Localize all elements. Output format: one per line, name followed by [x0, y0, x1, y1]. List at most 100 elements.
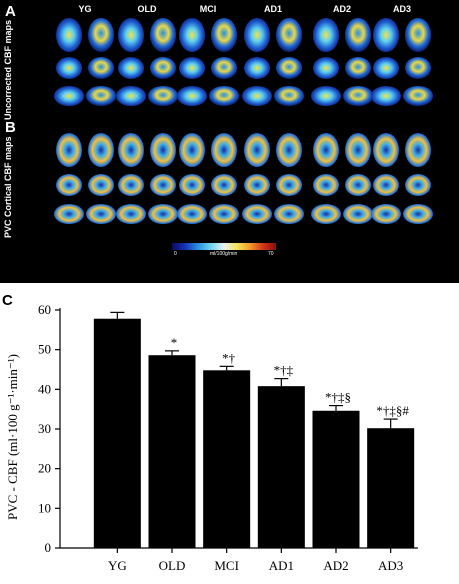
pvc-slice-mci-1-1 — [211, 174, 237, 196]
uncorrected-slice-mci-0-0 — [179, 18, 205, 52]
uncorrected-slice-ad1-2-1 — [274, 86, 304, 106]
pvc-slice-mci-0-0 — [179, 133, 205, 167]
uncorrected-slice-mci-1-1 — [211, 57, 237, 79]
colorbar-min: 0 — [174, 251, 177, 257]
uncorrected-slice-yg-2-1 — [86, 86, 116, 106]
uncorrected-slice-ad3-0-1 — [405, 18, 431, 52]
pvc-slice-ad3-1-1 — [405, 174, 431, 196]
uncorrected-slice-ad1-1-0 — [244, 57, 270, 79]
y-tick-label: 0 — [45, 540, 52, 555]
pvc-slice-yg-1-0 — [56, 174, 82, 196]
uncorrected-slice-ad2-2-0 — [311, 86, 341, 106]
uncorrected-slice-mci-0-1 — [211, 18, 237, 52]
uncorrected-slice-ad2-2-1 — [343, 86, 373, 106]
pvc-slice-yg-0-1 — [88, 133, 114, 167]
bar-old — [148, 355, 196, 548]
uncorrected-slice-yg-2-0 — [54, 86, 84, 106]
uncorrected-slice-old-2-1 — [148, 86, 178, 106]
bar-yg — [93, 318, 141, 548]
uncorrected-slice-ad2-0-1 — [345, 18, 371, 52]
y-tick-label: 40 — [38, 381, 51, 396]
pvc-slice-old-2-1 — [148, 204, 178, 224]
pvc-slice-yg-2-1 — [86, 204, 116, 224]
uncorrected-slice-ad3-2-0 — [371, 86, 401, 106]
pvc-slice-ad1-0-0 — [244, 133, 270, 167]
uncorrected-slice-yg-1-1 — [88, 57, 114, 79]
pvc-slice-ad2-0-1 — [345, 133, 371, 167]
uncorrected-slice-ad1-0-1 — [276, 18, 302, 52]
pvc-slice-ad3-2-1 — [403, 204, 433, 224]
category-label-ad1: AD1 — [269, 558, 294, 573]
pvc-slice-mci-1-0 — [179, 174, 205, 196]
bar-ad2 — [312, 410, 360, 548]
category-label-mci: MCI — [214, 558, 239, 573]
uncorrected-slice-ad3-1-0 — [373, 57, 399, 79]
uncorrected-slice-ad2-0-0 — [313, 18, 339, 52]
group-label-ad1: AD1 — [263, 4, 282, 14]
uncorrected-slice-ad1-2-0 — [242, 86, 272, 106]
pvc-slice-ad1-1-0 — [244, 174, 270, 196]
pvc-slice-ad2-1-1 — [345, 174, 371, 196]
group-label-mci: MCI — [199, 4, 217, 14]
uncorrected-slice-yg-0-1 — [88, 18, 114, 52]
group-label-ad3: AD3 — [392, 4, 411, 14]
pvc-slice-ad3-0-1 — [405, 133, 431, 167]
colorbar-unit: ml/100g/min — [210, 251, 238, 257]
group-label-ad2: AD2 — [332, 4, 351, 14]
bar-mci — [203, 370, 251, 548]
uncorrected-slice-ad3-0-0 — [373, 18, 399, 52]
group-label-yg: YG — [78, 4, 92, 14]
pvc-slice-ad3-0-0 — [373, 133, 399, 167]
colorbar-max: 70 — [268, 251, 274, 257]
pvc-slice-mci-2-0 — [177, 204, 207, 224]
pvc-slice-mci-0-1 — [211, 133, 237, 167]
pvc-slice-ad2-2-0 — [311, 204, 341, 224]
pvc-slice-ad3-1-0 — [373, 174, 399, 196]
pvc-slice-yg-0-0 — [56, 133, 82, 167]
pvc-slice-yg-1-1 — [88, 174, 114, 196]
pvc-slice-mci-2-1 — [209, 204, 239, 224]
pvc-slice-yg-2-0 — [54, 204, 84, 224]
uncorrected-slice-ad3-1-1 — [405, 57, 431, 79]
y-axis-label: PVC - CBF (ml·100 g⁻¹·min⁻¹) — [5, 354, 20, 520]
pvc-slice-ad2-1-0 — [313, 174, 339, 196]
uncorrected-slice-ad1-1-1 — [276, 57, 302, 79]
significance-label-ad2: *†‡§ — [325, 390, 351, 405]
uncorrected-slice-ad2-1-1 — [345, 57, 371, 79]
colorbar: 0 ml/100g/min 70 — [172, 243, 276, 261]
panel-b-letter: B — [5, 119, 16, 136]
uncorrected-slice-ad3-2-1 — [403, 86, 433, 106]
uncorrected-slice-mci-1-0 — [179, 57, 205, 79]
pvc-slice-ad2-2-1 — [343, 204, 373, 224]
significance-label-old: * — [171, 335, 178, 350]
pvc-slice-ad3-2-0 — [371, 204, 401, 224]
y-tick-label: 60 — [38, 302, 51, 317]
pvc-slice-ad1-1-1 — [276, 174, 302, 196]
significance-label-mci: *† — [222, 350, 236, 365]
uncorrected-slice-old-0-1 — [150, 18, 176, 52]
group-label-old: OLD — [137, 4, 157, 14]
bar-ad3 — [367, 428, 415, 548]
bar-ad1 — [257, 386, 305, 548]
brain-maps-panel: A B Uncorrected CBF maps PVC Cortical CB… — [0, 0, 459, 283]
pvc-slice-old-0-1 — [150, 133, 176, 167]
cbf-bar-chart: 0 10 20 30 40 50 60 PVC - CBF (ml·100 g⁻¹·min⁻¹… — [5, 302, 418, 573]
uncorrected-slice-yg-1-0 — [56, 57, 82, 79]
category-label-ad2: AD2 — [323, 558, 348, 573]
y-tick-label: 10 — [38, 500, 51, 515]
pvc-slice-old-2-0 — [116, 204, 146, 224]
significance-label-ad1: *†‡ — [274, 363, 294, 378]
uncorrected-slice-ad2-1-0 — [313, 57, 339, 79]
uncorrected-slice-old-0-0 — [118, 18, 144, 52]
colorbar-gradient — [172, 243, 276, 250]
y-tick-label: 30 — [38, 421, 51, 436]
brain-maps — [54, 18, 433, 224]
category-label-old: OLD — [159, 558, 186, 573]
pvc-slice-ad2-0-0 — [313, 133, 339, 167]
pvc-slice-old-1-0 — [118, 174, 144, 196]
panel-c-letter: C — [2, 292, 13, 309]
pvc-slice-ad1-0-1 — [276, 133, 302, 167]
category-label-yg: YG — [108, 558, 127, 573]
pvc-slice-ad1-2-0 — [242, 204, 272, 224]
uncorrected-slice-ad1-0-0 — [244, 18, 270, 52]
